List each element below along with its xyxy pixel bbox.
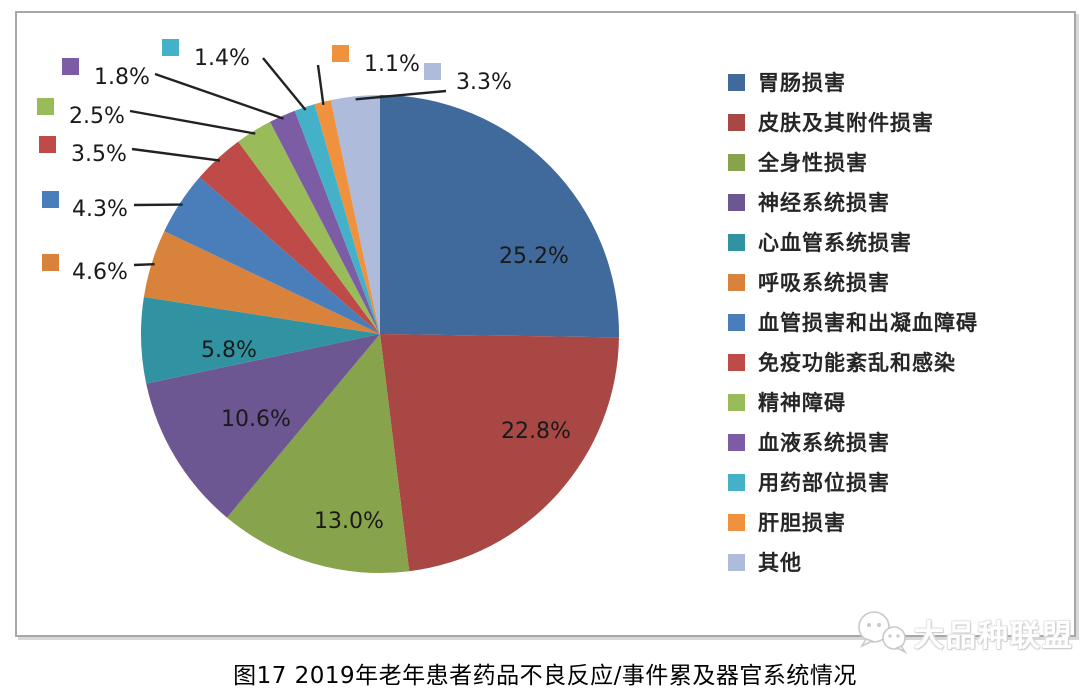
callout-leader-line [355, 89, 447, 101]
callout-swatch [42, 254, 59, 271]
pie-data-label: 4.6% [72, 260, 128, 285]
callout-swatch [424, 63, 441, 80]
pie-slice-9 [238, 121, 380, 334]
legend-swatch [728, 313, 745, 331]
pie-slice-1 [380, 95, 620, 338]
pie-data-label: 25.2% [499, 244, 569, 269]
legend-label: 胃肠损害 [758, 71, 846, 95]
callout-swatch [39, 136, 56, 153]
legend-swatch [728, 353, 745, 371]
legend-swatch [728, 553, 745, 571]
callout-swatch [162, 39, 179, 56]
legend-item-6: 呼吸系统损害 [728, 262, 1058, 302]
pie-data-label: 22.8% [501, 419, 571, 444]
legend-item-4: 神经系统损害 [728, 182, 1058, 222]
pie-slice-8 [199, 141, 380, 334]
legend-swatch [728, 233, 745, 251]
legend-label: 精神障碍 [758, 391, 846, 415]
pie-slice-2 [380, 334, 619, 572]
legend-item-2: 皮肤及其附件损害 [728, 102, 1058, 142]
callout-leader-line [133, 263, 155, 267]
pie-slice-11 [294, 104, 380, 334]
callout-leader-line [262, 57, 307, 111]
pie-slice-12 [314, 100, 380, 334]
pie-slice-3 [226, 334, 410, 573]
legend-label: 肝胆损害 [758, 511, 846, 535]
legend-label: 血液系统损害 [758, 431, 890, 455]
pie-data-label: 5.8% [201, 338, 257, 363]
legend-item-12: 肝胆损害 [728, 502, 1058, 542]
pie-slice-10 [270, 110, 380, 334]
pie-data-label: 3.5% [71, 142, 127, 167]
legend-swatch [728, 433, 745, 451]
pie-slice-13 [330, 95, 380, 334]
pie-data-label: 1.1% [364, 52, 420, 77]
callout-leader-line [129, 109, 256, 135]
legend-label: 全身性损害 [758, 151, 868, 175]
legend-item-1: 胃肠损害 [728, 62, 1058, 102]
pie-data-label: 1.8% [94, 65, 150, 90]
callout-swatch [62, 58, 79, 75]
legend-swatch [728, 113, 745, 131]
callout-swatch [37, 98, 54, 115]
legend-swatch [728, 513, 745, 531]
pie-data-label: 3.3% [456, 70, 512, 95]
legend-item-9: 精神障碍 [728, 382, 1058, 422]
pie-chart: 25.2% 22.8% 13.0% 10.6% 5.8% 4.6% 4.3% 3.5% 2.5%… [37, 39, 620, 573]
legend-label: 呼吸系统损害 [758, 271, 890, 295]
pie-data-label: 1.4% [194, 46, 250, 71]
chart-legend: 胃肠损害皮肤及其附件损害 全身性损害神经系统损害 心血管系统损害 呼吸系统损害血管损害… [728, 62, 1058, 582]
legend-label: 心血管系统损害 [758, 231, 912, 255]
pie-data-label: 13.0% [314, 509, 384, 534]
callout-leader-line [131, 147, 221, 162]
legend-swatch [728, 473, 745, 491]
legend-swatch [728, 273, 745, 291]
legend-item-11: 用药部位损害 [728, 462, 1058, 502]
legend-swatch [728, 193, 745, 211]
pie-data-label: 4.3% [72, 197, 128, 222]
legend-item-10: 血液系统损害 [728, 422, 1058, 462]
legend-label: 用药部位损害 [758, 471, 890, 495]
callout-swatch [42, 191, 59, 208]
chart-area: 25.2% 22.8% 13.0% 10.6% 5.8% 4.6% 4.3% 3.5% 2.5%… [15, 11, 1076, 637]
pie-slice-7 [164, 177, 380, 334]
legend-swatch [728, 153, 745, 171]
callout-leader-line [316, 64, 325, 106]
legend-label: 皮肤及其附件损害 [758, 111, 934, 135]
legend-item-7: 血管损害和出凝血障碍 [728, 302, 1058, 342]
legend-swatch [728, 73, 745, 91]
callout-swatch [332, 45, 349, 62]
pie-data-label: 2.5% [69, 104, 125, 129]
pie-slice-4 [146, 334, 380, 518]
legend-label: 其他 [758, 551, 802, 575]
chart-caption: 图17 2019年老年患者药品不良反应/事件累及器官系统情况 [233, 663, 857, 689]
legend-swatch [728, 393, 745, 411]
callout-leader-line [154, 72, 284, 120]
legend-label: 免疫功能紊乱和感染 [758, 351, 956, 375]
legend-item-3: 全身性损害 [728, 142, 1058, 182]
legend-item-5: 心血管系统损害 [728, 222, 1058, 262]
legend-label: 血管损害和出凝血障碍 [758, 311, 978, 335]
legend-item-13: 其他 [728, 542, 1058, 582]
legend-item-8: 免疫功能紊乱和感染 [728, 342, 1058, 382]
pie-slice-5 [141, 296, 380, 384]
pie-slice-6 [143, 231, 380, 334]
legend-label: 神经系统损害 [758, 191, 890, 215]
pie-data-label: 10.6% [221, 407, 291, 432]
